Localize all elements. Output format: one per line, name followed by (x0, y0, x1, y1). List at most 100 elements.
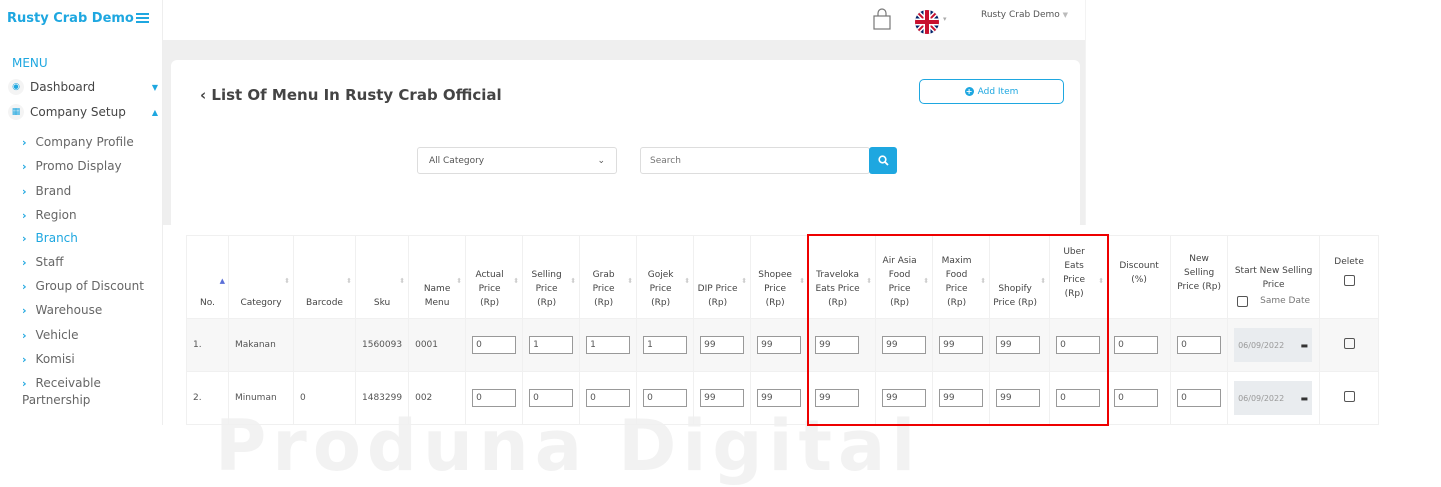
column-header[interactable]: Barcode ⬍ (293, 235, 356, 319)
column-header[interactable]: Maxim Food Price (Rp) ⬍ (932, 235, 991, 319)
column-header[interactable]: Start New Selling Price Same Date (1227, 235, 1321, 319)
price-input[interactable] (1056, 389, 1101, 407)
price-input[interactable] (700, 389, 745, 407)
price-input[interactable] (1177, 389, 1222, 407)
sidebar-item-brand[interactable]: › Brand (22, 183, 157, 200)
price-input[interactable] (643, 336, 688, 354)
search-button[interactable] (869, 147, 897, 174)
column-header[interactable]: Uber Eats Price (Rp) ⬍ (1049, 235, 1109, 319)
price-input[interactable] (472, 336, 517, 354)
sort-icon[interactable]: ⬍ (627, 277, 634, 285)
sidebar-item-warehouse[interactable]: › Warehouse (22, 302, 157, 319)
menu-table: No. ▲ Category ⬍ Barcode ⬍ Sku ⬍ Name Menu ⬍ Actua… (186, 235, 1380, 425)
hamburger-menu-icon[interactable] (136, 13, 149, 23)
sidebar-item-dashboard[interactable]: ◉ Dashboard ▼ (8, 79, 158, 95)
column-header[interactable]: Traveloka Eats Price (Rp) ⬍ (808, 235, 877, 319)
chevron-down-icon: ⌄ (597, 155, 605, 166)
sidebar-item-vehicle[interactable]: › Vehicle (22, 327, 157, 344)
column-header[interactable]: Category ⬍ (228, 235, 294, 319)
column-header[interactable]: Name Menu ⬍ (408, 235, 467, 319)
price-input[interactable] (643, 389, 688, 407)
price-input[interactable] (586, 336, 631, 354)
sort-icon[interactable]: ⬍ (866, 277, 873, 285)
price-input[interactable] (996, 389, 1041, 407)
delete-checkbox[interactable] (1343, 391, 1355, 402)
cell-barcode: 0 (293, 371, 356, 425)
sort-icon[interactable]: ⬍ (980, 277, 987, 285)
sort-icon[interactable]: ⬍ (456, 277, 463, 285)
date-value: 06/09/2022 (1238, 340, 1285, 350)
price-cell (579, 318, 638, 372)
price-input[interactable] (1114, 336, 1159, 354)
sidebar-item-staff[interactable]: › Staff (22, 254, 157, 271)
column-header[interactable]: Air Asia Food Price (Rp) ⬍ (875, 235, 934, 319)
delete-all-checkbox[interactable] (1343, 275, 1355, 286)
column-header[interactable]: Grab Price (Rp) ⬍ (579, 235, 638, 319)
search-input[interactable] (640, 147, 870, 174)
uk-flag-icon[interactable] (914, 9, 940, 35)
price-input[interactable] (882, 336, 927, 354)
column-header[interactable]: DIP Price (Rp) ⬍ (693, 235, 752, 319)
price-input[interactable] (882, 389, 927, 407)
price-input[interactable] (939, 389, 984, 407)
price-input[interactable] (815, 336, 860, 354)
language-caret-icon[interactable]: ▾ (943, 15, 947, 23)
column-header[interactable]: Actual Price (Rp) ⬍ (465, 235, 524, 319)
sidebar-item-branch[interactable]: › Branch (22, 230, 157, 247)
column-header[interactable]: Selling Price (Rp) ⬍ (522, 235, 581, 319)
sort-icon[interactable]: ⬍ (741, 277, 748, 285)
price-cell (989, 371, 1051, 425)
sidebar-item-company-profile[interactable]: › Company Profile (22, 134, 157, 151)
same-date-checkbox[interactable] (1237, 295, 1249, 307)
price-input[interactable] (529, 336, 574, 354)
column-header[interactable]: No. ▲ (186, 235, 229, 319)
price-input[interactable] (529, 389, 574, 407)
start-date-input[interactable]: 06/09/2022 ▬ (1234, 381, 1313, 415)
shopping-bag-icon[interactable] (872, 8, 892, 30)
back-chevron-icon[interactable]: ‹ (200, 86, 212, 104)
sort-icon[interactable]: ⬍ (799, 277, 806, 285)
price-cell (636, 318, 695, 372)
category-select[interactable]: All Category ⌄ (417, 147, 617, 174)
sidebar-item-promo-display[interactable]: › Promo Display (22, 158, 157, 175)
price-input[interactable] (757, 336, 802, 354)
price-input[interactable] (700, 336, 745, 354)
sidebar-item-komisi[interactable]: › Komisi (22, 351, 157, 368)
sort-icon[interactable]: ⬍ (684, 277, 691, 285)
sort-icon[interactable]: ⬍ (1098, 277, 1105, 285)
column-header[interactable]: Sku ⬍ (354, 235, 410, 319)
sort-icon[interactable]: ⬍ (284, 277, 290, 285)
price-input[interactable] (586, 389, 631, 407)
price-input[interactable] (1056, 336, 1101, 354)
header-label: No. (200, 298, 215, 308)
sort-icon[interactable]: ⬍ (399, 277, 406, 285)
delete-checkbox[interactable] (1343, 338, 1355, 349)
sidebar-item-receivable-partnership[interactable]: › Receivable Partnership (22, 375, 157, 409)
sidebar-item-company-setup[interactable]: ▦ Company Setup ▲ (8, 104, 158, 120)
sort-icon[interactable]: ⬍ (1040, 277, 1047, 285)
price-input[interactable] (815, 389, 860, 407)
price-input[interactable] (757, 389, 802, 407)
sidebar-item-group-of-discount[interactable]: › Group of Discount (22, 278, 157, 295)
start-date-input[interactable]: 06/09/2022 ▬ (1234, 328, 1313, 362)
price-input[interactable] (1177, 336, 1222, 354)
column-header[interactable]: New Selling Price (Rp) (1170, 235, 1229, 319)
column-header[interactable]: Shopee Price (Rp) ⬍ (750, 235, 810, 319)
sort-icon[interactable]: ⬍ (570, 277, 577, 285)
price-input[interactable] (1114, 389, 1159, 407)
sort-icon[interactable]: ▲ (219, 277, 225, 285)
user-menu[interactable]: Rusty Crab Demo ▼ (981, 10, 1068, 20)
column-header[interactable]: Delete (1319, 235, 1380, 319)
cell-sku: 1560093 (354, 318, 410, 372)
sort-icon[interactable]: ⬍ (923, 277, 930, 285)
sidebar-item-region[interactable]: › Region (22, 207, 157, 224)
price-input[interactable] (939, 336, 984, 354)
price-input[interactable] (472, 389, 517, 407)
column-header[interactable]: Gojek Price (Rp) ⬍ (636, 235, 695, 319)
sort-icon[interactable]: ⬍ (346, 277, 352, 285)
price-input[interactable] (996, 336, 1041, 354)
column-header[interactable]: Discount (%) (1107, 235, 1172, 319)
add-item-button[interactable]: + Add Item (919, 79, 1064, 104)
column-header[interactable]: Shopify Price (Rp) ⬍ (989, 235, 1051, 319)
sort-icon[interactable]: ⬍ (513, 277, 520, 285)
